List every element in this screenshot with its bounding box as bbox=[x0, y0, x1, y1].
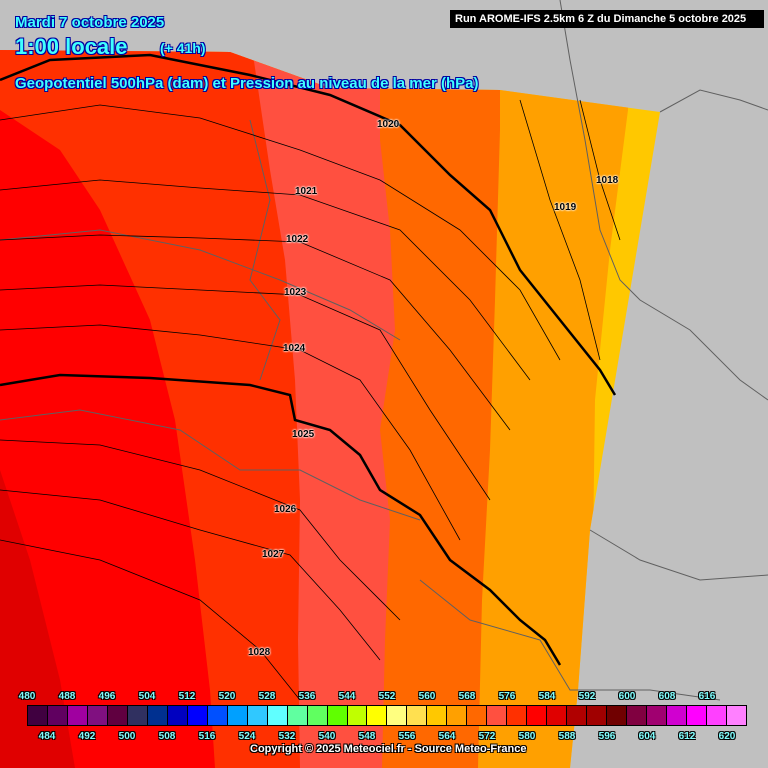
legend-swatch bbox=[127, 706, 148, 725]
legend-label-top: 544 bbox=[338, 691, 356, 702]
band-540 bbox=[0, 470, 75, 768]
isobar-label: 1026 bbox=[274, 504, 297, 515]
legend-swatch bbox=[327, 706, 348, 725]
legend-swatch bbox=[467, 706, 488, 725]
isobar-label: 1028 bbox=[248, 647, 271, 658]
legend-label-bottom: 588 bbox=[558, 731, 576, 742]
legend-label-bottom: 484 bbox=[38, 731, 56, 742]
legend-swatch bbox=[267, 706, 288, 725]
isobar-label: 1021 bbox=[295, 186, 318, 197]
legend-swatch bbox=[726, 706, 746, 725]
map-subtitle: Geopotentiel 500hPa (dam) et Pression au… bbox=[15, 75, 479, 92]
legend-label-top: 480 bbox=[18, 691, 36, 702]
legend-label-top: 528 bbox=[258, 691, 276, 702]
legend-label-bottom: 580 bbox=[518, 731, 536, 742]
legend-swatch bbox=[187, 706, 208, 725]
legend-swatch bbox=[706, 706, 727, 725]
legend-label-top: 584 bbox=[538, 691, 556, 702]
legend-label-bottom: 556 bbox=[398, 731, 416, 742]
legend-label-top: 512 bbox=[178, 691, 196, 702]
legend-swatch bbox=[307, 706, 328, 725]
legend-swatch bbox=[347, 706, 368, 725]
legend-swatch bbox=[667, 706, 687, 725]
legend-swatch bbox=[507, 706, 528, 725]
legend-swatch bbox=[67, 706, 88, 725]
isobar-label: 1018 bbox=[596, 175, 619, 186]
isobar-label: 1023 bbox=[284, 287, 307, 298]
legend-label-bottom: 620 bbox=[718, 731, 736, 742]
legend-swatch bbox=[207, 706, 228, 725]
legend-swatch bbox=[167, 706, 188, 725]
copyright: Copyright © 2025 Meteociel.fr - Source M… bbox=[250, 743, 527, 755]
legend-label-bottom: 604 bbox=[638, 731, 656, 742]
legend-label-top: 592 bbox=[578, 691, 596, 702]
legend-label-top: 568 bbox=[458, 691, 476, 702]
legend-label-top: 560 bbox=[418, 691, 436, 702]
legend-label-bottom: 572 bbox=[478, 731, 496, 742]
forecast-time: 1:00 locale bbox=[15, 34, 128, 59]
legend-swatch bbox=[627, 706, 648, 725]
legend-label-bottom: 500 bbox=[118, 731, 136, 742]
isobar-label: 1019 bbox=[554, 202, 577, 213]
legend-label-bottom: 564 bbox=[438, 731, 456, 742]
legend-swatch bbox=[427, 706, 448, 725]
legend-swatch bbox=[547, 706, 568, 725]
legend-label-bottom: 492 bbox=[78, 731, 96, 742]
isobar-label: 1024 bbox=[283, 343, 306, 354]
borders bbox=[0, 0, 768, 701]
legend-label-top: 504 bbox=[138, 691, 156, 702]
legend-swatch bbox=[587, 706, 608, 725]
legend-label-top: 496 bbox=[98, 691, 116, 702]
legend-label-top: 552 bbox=[378, 691, 396, 702]
forecast-date: Mardi 7 octobre 2025 bbox=[15, 14, 165, 31]
legend-swatch bbox=[407, 706, 428, 725]
legend-swatch bbox=[28, 706, 48, 725]
legend-swatch bbox=[247, 706, 268, 725]
legend-swatch bbox=[567, 706, 588, 725]
legend-swatch bbox=[147, 706, 168, 725]
legend-swatch bbox=[607, 706, 628, 725]
legend-swatch bbox=[87, 706, 108, 725]
legend-label-bottom: 540 bbox=[318, 731, 336, 742]
legend-label-bottom: 508 bbox=[158, 731, 176, 742]
legend-label-bottom: 532 bbox=[278, 731, 296, 742]
legend-swatch bbox=[527, 706, 548, 725]
legend-swatch bbox=[287, 706, 308, 725]
thick-isobars bbox=[0, 53, 617, 666]
lead-time: (+ 41h) bbox=[160, 40, 206, 56]
color-legend bbox=[27, 705, 747, 726]
legend-swatch bbox=[227, 706, 248, 725]
isobar-label: 1022 bbox=[286, 234, 309, 245]
legend-label-bottom: 612 bbox=[678, 731, 696, 742]
legend-label-top: 536 bbox=[298, 691, 316, 702]
legend-label-top: 488 bbox=[58, 691, 76, 702]
isobar-label: 1020 bbox=[377, 119, 400, 130]
run-info: Run AROME-IFS 2.5km 6 Z du Dimanche 5 oc… bbox=[450, 10, 764, 28]
legend-swatch bbox=[47, 706, 68, 725]
legend-swatch bbox=[447, 706, 468, 725]
legend-label-top: 608 bbox=[658, 691, 676, 702]
legend-label-bottom: 548 bbox=[358, 731, 376, 742]
legend-label-bottom: 596 bbox=[598, 731, 616, 742]
band-544 bbox=[0, 50, 215, 768]
legend-swatch bbox=[647, 706, 667, 725]
legend-label-top: 616 bbox=[698, 691, 716, 702]
isobar-label: 1025 bbox=[292, 429, 315, 440]
legend-swatch bbox=[367, 706, 388, 725]
legend-swatch bbox=[107, 706, 128, 725]
legend-label-top: 600 bbox=[618, 691, 636, 702]
legend-swatch bbox=[387, 706, 408, 725]
legend-label-top: 576 bbox=[498, 691, 516, 702]
isobar-label: 1027 bbox=[262, 549, 285, 560]
legend-label-bottom: 516 bbox=[198, 731, 216, 742]
thin-isobars bbox=[0, 99, 621, 701]
legend-label-top: 520 bbox=[218, 691, 236, 702]
legend-swatch bbox=[487, 706, 508, 725]
legend-label-bottom: 524 bbox=[238, 731, 256, 742]
legend-swatch bbox=[686, 706, 707, 725]
